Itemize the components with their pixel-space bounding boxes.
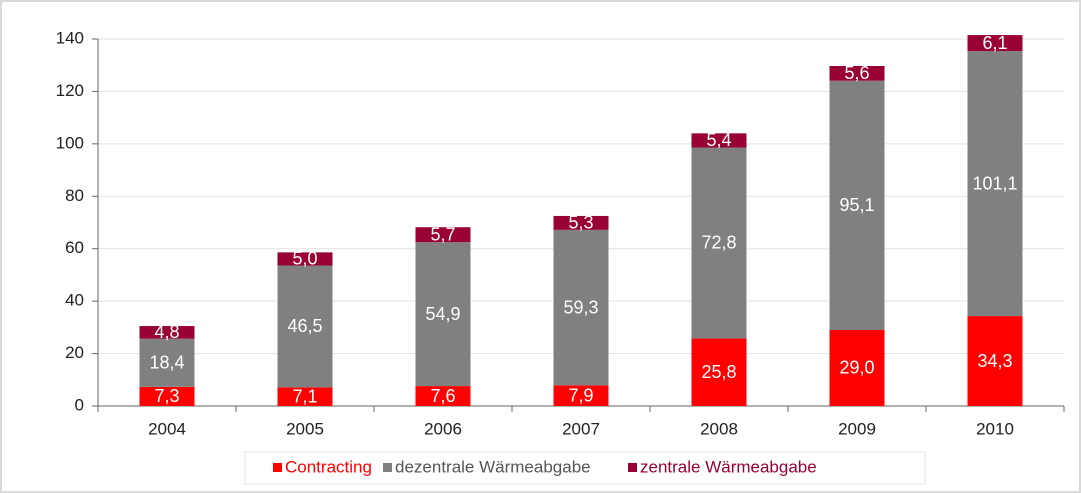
bar-segment <box>691 338 747 406</box>
bar-segment <box>967 35 1023 52</box>
value-label: 29,0 <box>839 358 874 378</box>
bar-segment <box>415 386 471 406</box>
value-label: 59,3 <box>563 297 598 317</box>
value-label: 5,7 <box>430 224 455 244</box>
y-tick-label: 20 <box>65 343 84 362</box>
bar-segment <box>415 227 471 243</box>
legend-label: Contracting <box>285 457 372 476</box>
x-tick-label: 2006 <box>424 419 462 438</box>
value-label: 25,8 <box>701 362 736 382</box>
bar-segment <box>277 387 333 406</box>
bar-segment <box>553 385 609 406</box>
legend-swatch <box>628 463 637 472</box>
value-label: 54,9 <box>425 304 460 324</box>
y-tick-label: 100 <box>56 133 84 152</box>
value-label: 5,3 <box>568 213 593 233</box>
value-label: 7,6 <box>430 386 455 406</box>
value-label: 34,3 <box>977 351 1012 371</box>
value-label: 95,1 <box>839 195 874 215</box>
bar-segment <box>139 386 195 406</box>
x-tick-label: 2004 <box>148 419 186 438</box>
bar-segment <box>967 51 1023 317</box>
bar-segment <box>829 329 885 406</box>
bar-segment <box>553 215 609 230</box>
bar-segment <box>415 242 471 387</box>
bar-segment <box>829 66 885 81</box>
legend-box <box>244 451 926 485</box>
value-label: 5,6 <box>844 63 869 83</box>
bar-segment <box>967 316 1023 406</box>
y-tick-label: 80 <box>65 186 84 205</box>
legend-swatch <box>273 463 282 472</box>
value-label: 4,8 <box>154 322 179 342</box>
x-tick-label: 2005 <box>286 419 324 438</box>
value-label: 5,0 <box>292 249 317 269</box>
value-label: 101,1 <box>972 173 1017 193</box>
value-label: 7,9 <box>568 385 593 405</box>
y-tick-label: 0 <box>75 395 84 414</box>
value-label: 5,4 <box>706 130 731 150</box>
value-label: 72,8 <box>701 233 736 253</box>
x-tick-label: 2008 <box>700 419 738 438</box>
value-label: 18,4 <box>149 352 184 372</box>
value-label: 7,1 <box>292 386 317 406</box>
x-tick-label: 2007 <box>562 419 600 438</box>
bar-segment <box>139 326 195 339</box>
value-label: 46,5 <box>287 316 322 336</box>
legend-swatch <box>383 463 392 472</box>
bar-segment <box>277 252 333 266</box>
legend-label: dezentrale Wärmeabgabe <box>395 457 591 476</box>
bar-segment <box>691 133 747 148</box>
x-tick-label: 2010 <box>976 419 1014 438</box>
y-tick-label: 60 <box>65 238 84 257</box>
value-label: 7,3 <box>154 386 179 406</box>
value-label: 6,1 <box>982 33 1007 53</box>
bar-segment <box>691 147 747 339</box>
bar-segment <box>139 338 195 387</box>
bar-segment <box>829 80 885 330</box>
y-tick-label: 120 <box>56 81 84 100</box>
bar-segment <box>277 265 333 388</box>
bar-segment <box>553 229 609 386</box>
x-tick-label: 2009 <box>838 419 876 438</box>
y-tick-label: 140 <box>56 28 84 47</box>
legend-label: zentrale Wärmeabgabe <box>640 457 817 476</box>
y-tick-label: 40 <box>65 291 84 310</box>
